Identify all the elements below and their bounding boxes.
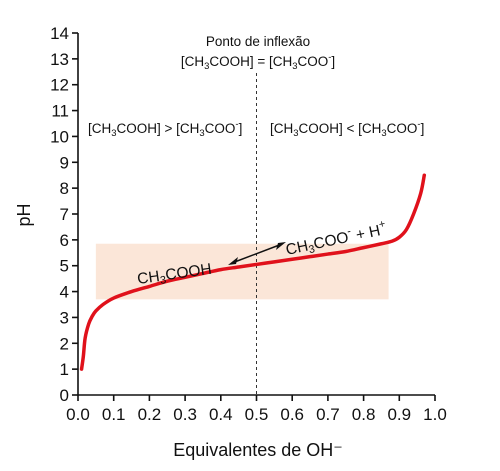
x-tick-label: 0.0 bbox=[66, 405, 90, 424]
right-region-label: [CH3COOH] < [CH3COO-] bbox=[270, 119, 424, 139]
left-region-label: [CH3COOH] > [CH3COO-] bbox=[88, 119, 242, 139]
x-tick-label: 0.5 bbox=[245, 405, 269, 424]
y-tick-label: 3 bbox=[60, 308, 69, 327]
y-tick-label: 6 bbox=[60, 231, 69, 250]
x-tick-label: 0.2 bbox=[138, 405, 162, 424]
inflection-title: Ponto de inflexão bbox=[206, 34, 310, 49]
y-tick-label: 8 bbox=[60, 179, 69, 198]
x-tick-label: 0.3 bbox=[173, 405, 197, 424]
x-tick-label: 0.8 bbox=[352, 405, 376, 424]
y-tick-label: 9 bbox=[60, 153, 69, 172]
x-axis-label: Equivalentes de OH⁻ bbox=[173, 440, 343, 460]
x-tick-label: 0.6 bbox=[280, 405, 304, 424]
y-tick-label: 11 bbox=[51, 102, 69, 121]
x-tick-label: 0.7 bbox=[316, 405, 340, 424]
x-tick-label: 0.1 bbox=[102, 405, 126, 424]
equilibrium-arrow bbox=[228, 242, 286, 265]
y-tick-label: 4 bbox=[60, 283, 69, 302]
x-tick-label: 1.0 bbox=[423, 405, 447, 424]
x-tick-label: 0.9 bbox=[387, 405, 411, 424]
y-tick-label: 1 bbox=[60, 360, 69, 379]
y-tick-label: 5 bbox=[60, 257, 69, 276]
x-tick-labels: 0.0 0.1 0.2 0.3 0.4 0.5 0.6 0.7 0.8 0.9 1.0 bbox=[66, 405, 447, 424]
y-tick-label: 7 bbox=[60, 205, 69, 224]
y-tick-label: 10 bbox=[50, 127, 69, 146]
y-tick-label: 13 bbox=[50, 50, 69, 69]
y-axis-label: pH bbox=[14, 203, 34, 226]
x-tick-label: 0.4 bbox=[209, 405, 233, 424]
inflection-equation: [CH3COOH] = [CH3COO-] bbox=[181, 52, 335, 72]
titration-curve bbox=[79, 173, 427, 371]
products-label: CH3COO- + H+ bbox=[284, 218, 389, 261]
y-tick-label: 12 bbox=[50, 76, 69, 95]
y-tick-label: 2 bbox=[60, 334, 69, 353]
acid-label: CH3COOH bbox=[136, 261, 213, 290]
axes bbox=[72, 32, 436, 401]
y-tick-label: 0 bbox=[60, 386, 69, 405]
y-tick-label: 14 bbox=[50, 24, 69, 43]
